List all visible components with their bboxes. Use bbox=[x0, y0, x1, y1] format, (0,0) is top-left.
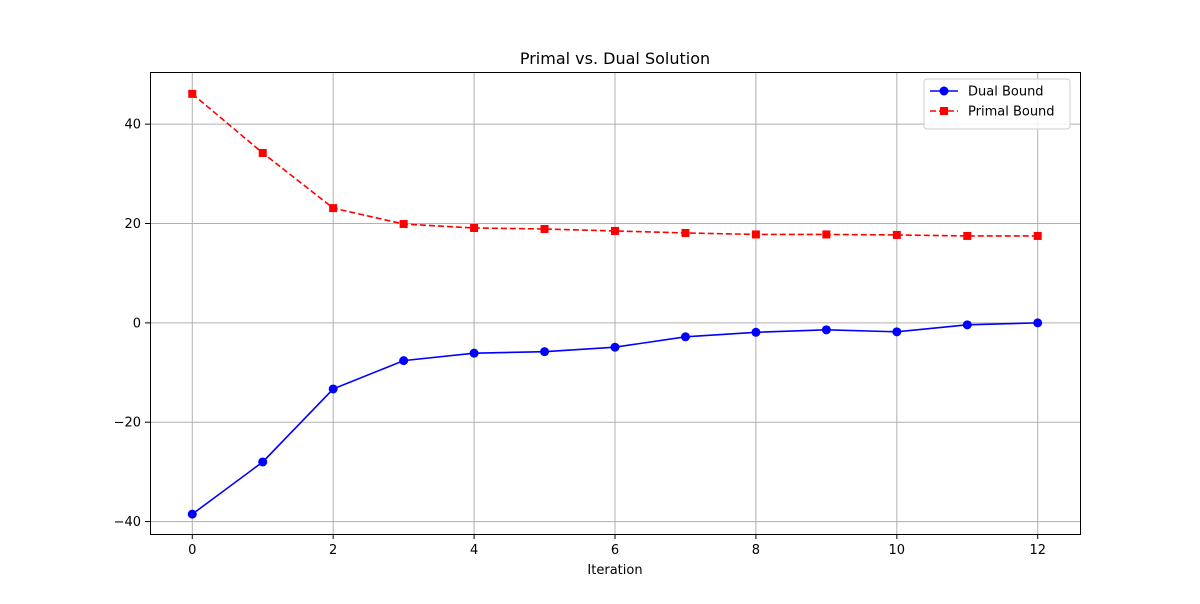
data-point-dual-bound bbox=[187, 509, 197, 519]
legend-item-primal-bound: Primal Bound bbox=[930, 105, 1055, 120]
data-point-primal-bound bbox=[751, 230, 760, 239]
x-axis-label: Iteration bbox=[587, 563, 642, 578]
x-tick-label: 4 bbox=[470, 543, 478, 558]
y-tick-label: 0 bbox=[133, 316, 141, 331]
data-point-dual-bound bbox=[751, 327, 761, 337]
data-point-primal-bound bbox=[188, 89, 197, 98]
data-point-primal-bound bbox=[611, 226, 619, 235]
grid bbox=[150, 72, 1080, 534]
y-tick-label: −40 bbox=[114, 515, 141, 530]
chart-title: Primal vs. Dual Solution bbox=[520, 49, 710, 68]
data-point-primal-bound bbox=[399, 220, 408, 229]
legend-box bbox=[923, 78, 1071, 130]
data-point-primal-bound bbox=[540, 224, 549, 233]
legend-marker bbox=[940, 107, 948, 115]
axis-ticks: 0 2 4 6 8 10 12 −40 −20 0 20 40 bbox=[114, 118, 1046, 558]
legend-marker bbox=[939, 86, 949, 96]
legend-item-dual-bound: Dual Bound bbox=[930, 85, 1044, 100]
y-tick-label: 40 bbox=[124, 118, 141, 133]
data-point-dual-bound bbox=[540, 347, 550, 357]
data-point-dual-bound bbox=[258, 457, 268, 467]
data-point-dual-bound bbox=[399, 356, 409, 366]
data-point-dual-bound bbox=[821, 325, 831, 335]
y-tick-label: −20 bbox=[114, 416, 141, 431]
series-layer bbox=[187, 89, 1043, 519]
legend: Dual Bound Primal Bound bbox=[923, 78, 1071, 130]
x-tick-label: 8 bbox=[752, 543, 760, 558]
data-point-primal-bound bbox=[1033, 231, 1042, 240]
data-point-dual-bound bbox=[328, 384, 338, 394]
data-point-primal-bound bbox=[329, 204, 338, 213]
data-point-primal-bound bbox=[470, 223, 479, 232]
data-point-dual-bound bbox=[892, 327, 902, 337]
data-point-dual-bound bbox=[680, 332, 690, 342]
data-point-dual-bound bbox=[962, 320, 972, 330]
x-tick-label: 0 bbox=[188, 543, 196, 558]
series-primal-bound bbox=[188, 89, 1042, 240]
data-point-primal-bound bbox=[892, 230, 901, 239]
data-point-primal-bound bbox=[822, 230, 831, 239]
data-point-primal-bound bbox=[963, 231, 972, 240]
x-tick-label: 10 bbox=[889, 543, 906, 558]
legend-label: Primal Bound bbox=[968, 105, 1055, 120]
data-point-dual-bound bbox=[1033, 318, 1043, 328]
x-tick-label: 6 bbox=[611, 543, 619, 558]
data-point-dual-bound bbox=[610, 342, 620, 352]
series-dual-bound bbox=[187, 318, 1043, 519]
data-point-dual-bound bbox=[469, 348, 479, 358]
y-tick-label: 20 bbox=[124, 217, 141, 232]
x-tick-label: 12 bbox=[1029, 543, 1046, 558]
data-point-primal-bound bbox=[681, 228, 690, 237]
x-tick-label: 2 bbox=[329, 543, 337, 558]
data-point-primal-bound bbox=[258, 148, 267, 157]
legend-label: Dual Bound bbox=[968, 85, 1044, 100]
